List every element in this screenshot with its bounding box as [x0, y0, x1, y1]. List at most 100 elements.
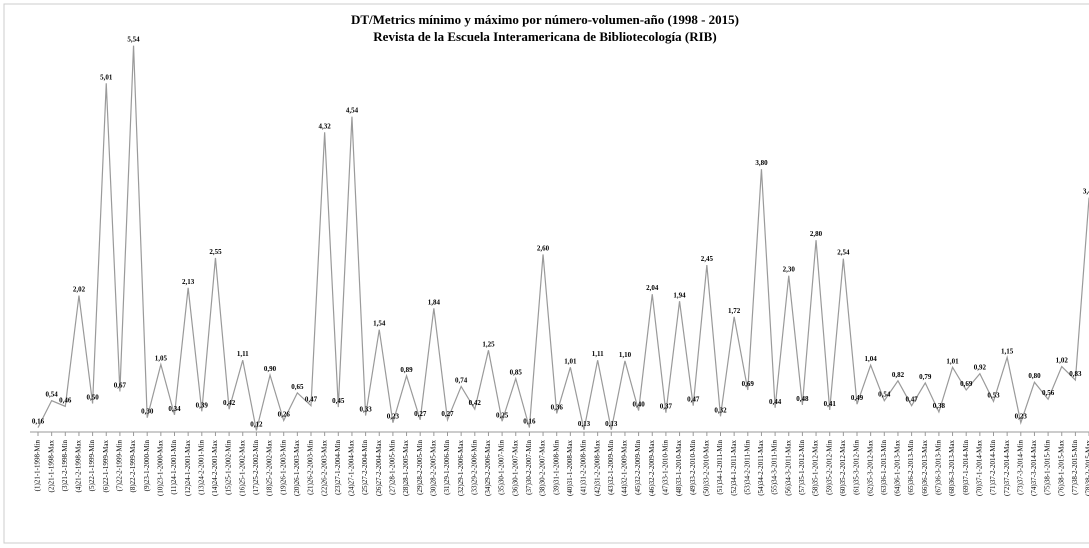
x-tick-label: (73)37-3-2014-Min: [1016, 440, 1024, 495]
value-label: 0,47: [905, 396, 918, 404]
value-label: 3,40: [1083, 188, 1089, 196]
x-tick-label: (22)26-2-2003-Max: [320, 440, 328, 496]
x-tick-label: (62)35-3-2012-Max: [866, 440, 874, 496]
x-tick-label: (66)36-2-2013-Max: [921, 440, 929, 496]
x-tick-label: (50)33-2-2010-Max: [702, 440, 710, 496]
x-tick-label: (1)21-1-1998-Min: [34, 440, 42, 492]
x-tick-label: (78)38-2-2015-Max: [1085, 440, 1089, 496]
x-tick-label: (49)33-2-2010-Min: [689, 440, 697, 495]
value-label: 1,11: [237, 350, 249, 358]
x-tick-label: (45)32-2-2009-Min: [634, 440, 642, 495]
value-label: 2,02: [73, 286, 86, 294]
value-label: 0,32: [714, 406, 727, 414]
value-label: 0,67: [114, 381, 127, 389]
value-label: 0,65: [291, 383, 304, 391]
value-label: 2,45: [701, 255, 714, 263]
value-label: 1,84: [428, 298, 441, 306]
x-tick-label: (3)21-2-1998-Min: [61, 440, 69, 492]
x-tick-label: (67)36-3-2013-Min: [935, 440, 943, 495]
value-label: 0,36: [551, 403, 564, 411]
value-label: 0,69: [960, 380, 973, 388]
x-tick-label: (47)33-1-2010-Min: [662, 440, 670, 495]
x-tick-label: (52)34-1-2011-Max: [730, 440, 738, 496]
x-tick-label: (37)30-2-2007-Min: [525, 440, 533, 495]
value-label: 3,80: [755, 159, 768, 167]
x-tick-label: (15)25-1-2002-Min: [225, 440, 233, 495]
x-tick-label: (30)28-2-2005-Max: [429, 440, 437, 496]
x-tick-label: (64)36-1-2013-Max: [894, 440, 902, 496]
value-label: 4,32: [319, 122, 332, 130]
value-label: 0,16: [523, 418, 536, 426]
value-label: 1,94: [673, 291, 686, 299]
x-tick-label: (71)37-2-2014-Min: [989, 440, 997, 495]
x-tick-label: (44)32-1-2009-Max: [621, 440, 629, 496]
value-label: 0,47: [305, 396, 318, 404]
value-label: 0,41: [824, 400, 837, 408]
x-tick-label: (25)27-2-2004-Min: [361, 440, 369, 495]
value-label: 5,54: [127, 36, 140, 44]
value-label: 0,89: [400, 366, 413, 374]
value-label: 1,05: [155, 354, 168, 362]
x-tick-label: (19)26-1-2003-Min: [279, 440, 287, 495]
value-label: 2,55: [209, 248, 222, 256]
value-label: 5,01: [100, 73, 113, 81]
x-tick-label: (60)35-2-2012-Max: [839, 440, 847, 496]
value-label: 0,79: [919, 373, 932, 381]
x-tick-label: (35)30-1-2007-Min: [498, 440, 506, 495]
value-label: 0,13: [605, 420, 618, 428]
x-tick-label: (20)26-1-2003-Max: [293, 440, 301, 496]
value-label: 0,12: [250, 420, 263, 428]
x-tick-label: (68)36-3-2013-Max: [948, 440, 956, 496]
value-label: 0,74: [455, 376, 468, 384]
x-tick-label: (43)32-1-2009-Min: [607, 440, 615, 495]
value-label: 0,30: [141, 408, 154, 416]
x-tick-label: (17)25-2-2002-Min: [252, 440, 260, 495]
x-tick-label: (32)29-1-2006-Max: [457, 440, 465, 496]
data-line: [37, 45, 1089, 431]
value-label: 0,82: [892, 371, 905, 379]
x-tick-label: (61)35-3-2012-Min: [853, 440, 861, 495]
chart-title: DT/Metrics mínimo y máximo por número-vo…: [351, 12, 739, 27]
x-tick-label: (14)24-2-2001-Max: [211, 440, 219, 496]
x-tick-label: (58)35-1-2012-Max: [812, 440, 820, 496]
value-label: 0,53: [987, 391, 1000, 399]
value-label: 1,25: [482, 340, 495, 348]
value-label: 1,54: [373, 320, 386, 328]
x-tick-label: (16)25-1-2002-Max: [238, 440, 246, 496]
x-tick-label: (63)36-1-2013-Min: [880, 440, 888, 495]
x-tick-label: (8)22-2-1999-Max: [129, 440, 137, 493]
x-tick-label: (18)25-2-2002-Max: [266, 440, 274, 496]
x-tick-label: (59)35-2-2012-Min: [825, 440, 833, 495]
value-label: 0,39: [196, 401, 209, 409]
x-tick-label: (6)22-1-1999-Max: [102, 440, 110, 493]
value-label: 0,42: [469, 399, 482, 407]
x-tick-label: (39)31-1-2008-Min: [552, 440, 560, 495]
x-tick-label: (31)29-1-2006-Min: [443, 440, 451, 495]
value-label: 0,83: [1069, 370, 1082, 378]
x-tick-label: (29)28-2-2005-Min: [416, 440, 424, 495]
value-label: 2,80: [810, 230, 823, 238]
x-tick-label: (9)23-1-2000-Min: [143, 440, 151, 492]
value-label: 0,48: [796, 395, 809, 403]
value-label: 0,23: [387, 413, 400, 421]
value-label: 0,80: [1028, 372, 1041, 380]
value-label: 0,13: [578, 420, 591, 428]
x-tick-label: (41)31-2-2008-Min: [580, 440, 588, 495]
x-tick-label: (12)24-1-2001-Max: [184, 440, 192, 496]
value-label: 2,04: [646, 284, 659, 292]
x-tick-label: (56)34-3-2011-Max: [784, 440, 792, 496]
x-tick-label: (38)30-2-2007-Max: [539, 440, 547, 496]
value-label: 0,44: [769, 398, 782, 406]
value-label: 0,46: [59, 396, 72, 404]
value-label: 0,85: [510, 369, 523, 377]
value-label: 0,42: [223, 399, 236, 407]
x-tick-label: (65)36-2-2013-Min: [907, 440, 915, 495]
x-tick-label: (77)38-2-2015-Min: [1071, 440, 1079, 495]
value-label: 0,23: [1015, 413, 1028, 421]
x-tick-label: (26)27-2-2004-Max: [375, 440, 383, 496]
x-tick-label: (40)31-1-2008-Max: [566, 440, 574, 496]
value-label: 1,02: [1056, 357, 1069, 365]
x-tick-label: (36)30-1-2007-Max: [511, 440, 519, 496]
x-tick-label: (27)28-1-2005-Min: [389, 440, 397, 495]
